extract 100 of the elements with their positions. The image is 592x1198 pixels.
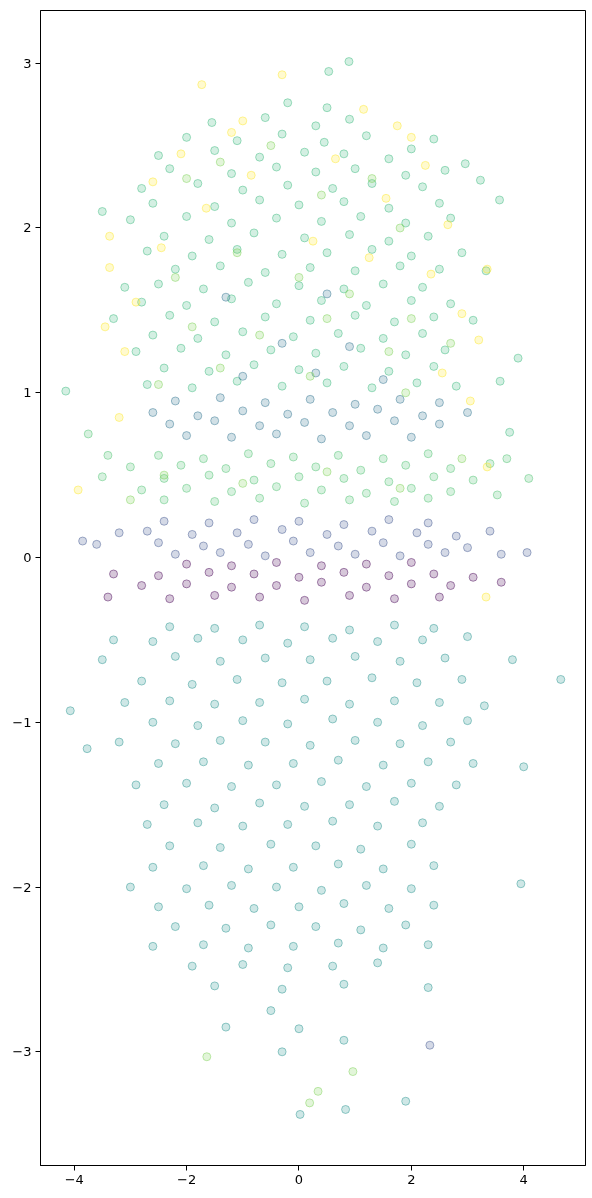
point (367, 174, 377, 184)
point (83, 429, 93, 439)
point (153, 538, 163, 548)
point (210, 416, 220, 426)
point (260, 551, 270, 561)
point (373, 404, 383, 414)
point (446, 464, 456, 474)
point (378, 454, 388, 464)
point (406, 557, 416, 567)
x-tick-label: 0 (294, 1171, 304, 1187)
point (92, 539, 102, 549)
point (356, 465, 366, 475)
point (316, 434, 326, 444)
point (78, 536, 88, 546)
point (300, 498, 310, 508)
point (193, 411, 203, 421)
point (496, 549, 506, 559)
point (165, 419, 175, 429)
point (316, 485, 326, 495)
point (131, 297, 141, 307)
point (492, 490, 502, 500)
y-tick-label: −1 (12, 714, 32, 730)
point (359, 104, 369, 114)
point (328, 408, 338, 418)
point (232, 248, 242, 258)
point (210, 497, 220, 506)
x-tick-label: 2 (407, 1171, 416, 1187)
point (451, 531, 461, 541)
point (308, 236, 318, 246)
point (384, 515, 394, 525)
point (176, 460, 186, 470)
point (165, 594, 175, 604)
point (311, 462, 321, 472)
point (522, 548, 532, 558)
y-tick-label: −2 (12, 879, 32, 895)
point (159, 495, 169, 505)
point (395, 223, 405, 233)
point (156, 243, 166, 253)
point (446, 581, 456, 591)
point (283, 409, 293, 419)
point (103, 592, 113, 602)
point (238, 116, 248, 126)
point (389, 594, 399, 604)
point (481, 592, 491, 602)
point (255, 592, 265, 602)
point (137, 485, 147, 495)
point (238, 478, 248, 488)
point (204, 567, 214, 577)
point (170, 396, 180, 406)
point (423, 539, 433, 549)
point (350, 399, 360, 409)
point (345, 421, 355, 431)
point (176, 149, 186, 159)
point (114, 412, 124, 422)
point (384, 477, 394, 487)
point (198, 454, 208, 464)
y-tick-label: 3 (23, 55, 32, 71)
point (288, 536, 298, 546)
point (426, 269, 436, 279)
point (463, 543, 473, 553)
point (215, 393, 225, 403)
point (384, 347, 394, 357)
point (105, 231, 115, 241)
point (73, 485, 83, 495)
point (255, 493, 265, 503)
point (305, 1098, 315, 1108)
point (182, 174, 192, 184)
point (437, 368, 447, 378)
point (389, 497, 399, 506)
point (361, 431, 371, 441)
point (330, 154, 340, 164)
point (238, 371, 248, 381)
point (300, 417, 310, 427)
point (198, 541, 208, 551)
point (249, 475, 259, 485)
point (465, 396, 475, 406)
point (197, 80, 207, 90)
point (103, 450, 113, 460)
point (294, 272, 304, 282)
point (202, 1052, 212, 1062)
point (243, 539, 253, 549)
point (401, 460, 411, 470)
point (271, 581, 281, 591)
point (125, 462, 135, 472)
point (429, 569, 439, 579)
point (381, 193, 391, 203)
point (148, 408, 158, 418)
point (227, 561, 237, 571)
point (345, 590, 355, 600)
point (255, 421, 265, 431)
point (446, 487, 456, 497)
point (468, 475, 478, 485)
point (215, 157, 225, 167)
point (187, 322, 197, 332)
point (367, 526, 377, 536)
point (389, 416, 399, 426)
point (201, 203, 211, 213)
point (313, 1086, 323, 1096)
point (395, 483, 405, 493)
point (316, 577, 326, 587)
